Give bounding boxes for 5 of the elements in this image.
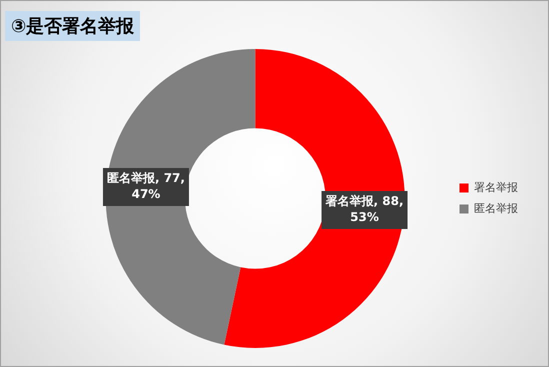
data-label: 署名举报, 88, 53% bbox=[324, 194, 404, 224]
legend-label: 匿名举报 bbox=[474, 202, 518, 215]
data-label: 匿名举报, 77, 47% bbox=[106, 171, 185, 202]
legend-label: 署名举报 bbox=[474, 180, 518, 194]
chart-title: ③是否署名举报 bbox=[5, 11, 140, 41]
